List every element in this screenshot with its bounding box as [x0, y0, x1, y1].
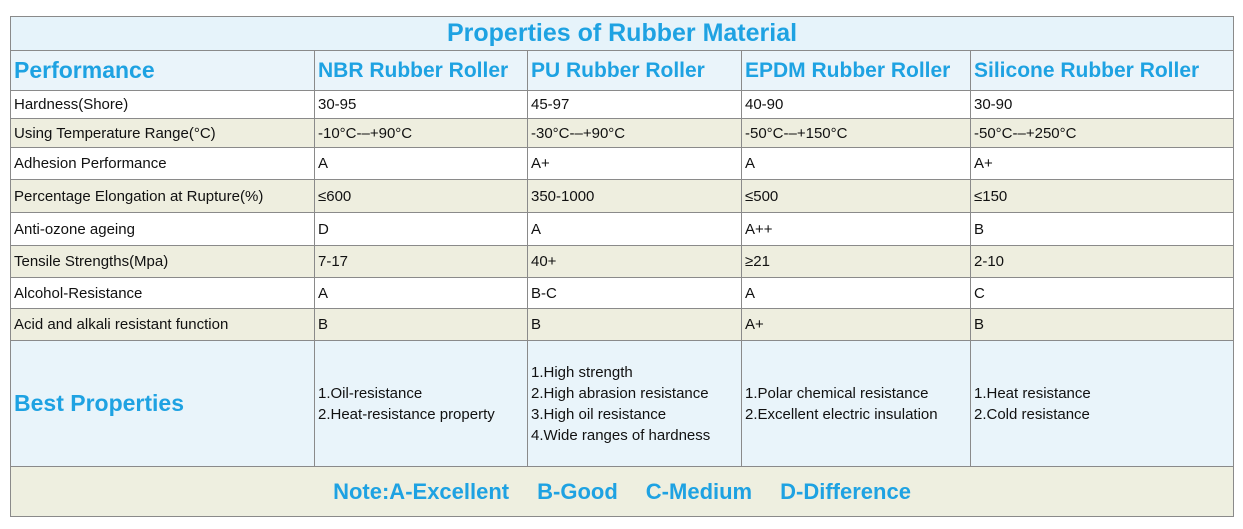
note-item: B-Good	[537, 478, 618, 504]
cell: Hardness(Shore)	[10, 90, 315, 119]
cell: A++	[741, 212, 971, 246]
best-line: 1.Heat resistance	[974, 384, 1091, 402]
note-item: Note:A-Excellent	[333, 478, 510, 504]
data-row: Adhesion Performance A A+ A A+	[10, 147, 1235, 180]
cell: 40-90	[741, 90, 971, 119]
cell: 7-17	[314, 245, 528, 278]
cell: A+	[741, 308, 971, 341]
data-row: Tensile Strengths(Mpa) 7-17 40+ ≥21 2-10	[10, 245, 1235, 278]
best-cell: 1.Oil-resistance 2.Heat-resistance proper…	[314, 340, 528, 467]
cell: -30°C-–+90°C	[527, 118, 742, 148]
cell: 30-90	[969, 90, 1235, 119]
cell: A	[314, 147, 528, 180]
best-line: 1.High strength	[531, 363, 633, 381]
best-cell: 1.Heat resistance 2.Cold resistance	[969, 340, 1235, 467]
note-item: D-Difference	[780, 478, 911, 504]
cell: 45-97	[527, 90, 742, 119]
note-row: Note:A-Excellent B-Good C-Medium D-Differen…	[9, 466, 1235, 517]
data-row: Anti-ozone ageing D A A++ B	[10, 212, 1235, 246]
cell: ≤150	[969, 179, 1235, 213]
cell: A	[527, 212, 742, 246]
header-cell: Silicone Rubber Roller	[969, 50, 1235, 91]
cell: D	[314, 212, 528, 246]
best-cell: 1.High strength 2.High abrasion resistanc…	[527, 340, 742, 467]
cell: ≥21	[741, 245, 971, 278]
cell: B-C	[527, 277, 742, 309]
best-line: 2.Excellent electric insulation	[745, 405, 938, 423]
data-row: Percentage Elongation at Rupture(%) ≤600 3…	[10, 179, 1235, 213]
cell: ≤600	[314, 179, 528, 213]
cell: B	[969, 212, 1235, 246]
table-title: Properties of Rubber Material	[9, 16, 1235, 51]
cell: A	[741, 277, 971, 309]
note-cell: Note:A-Excellent B-Good C-Medium D-Differen…	[9, 466, 1235, 517]
cell: Acid and alkali resistant function	[10, 308, 315, 341]
cell: Adhesion Performance	[10, 147, 315, 180]
cell: 2-10	[969, 245, 1235, 278]
cell: A+	[527, 147, 742, 180]
cell: Using Temperature Range(°C)	[10, 118, 315, 148]
cell: ≤500	[741, 179, 971, 213]
cell: A	[314, 277, 528, 309]
cell: -10°C-–+90°C	[314, 118, 528, 148]
cell: -50°C-–+250°C	[969, 118, 1235, 148]
cell: A+	[969, 147, 1235, 180]
cell: -50°C-–+150°C	[741, 118, 971, 148]
cell: Alcohol-Resistance	[10, 277, 315, 309]
cell: A	[741, 147, 971, 180]
properties-table: Properties of Rubber Material Performanc…	[9, 16, 1235, 517]
best-line: 2.Heat-resistance property	[318, 405, 495, 423]
best-line: 4.Wide ranges of hardness	[531, 426, 711, 444]
cell: B	[527, 308, 742, 341]
note-item: C-Medium	[645, 478, 753, 504]
header-cell: EPDM Rubber Roller	[741, 50, 971, 91]
best-line: 1.Polar chemical resistance	[745, 384, 929, 402]
table-body: Properties of Rubber Material Performanc…	[9, 16, 1235, 517]
best-line: 2.Cold resistance	[974, 405, 1090, 423]
header-cell: PU Rubber Roller	[527, 50, 742, 91]
best-row: Best Properties 1.Oil-resistance 2.Heat-re…	[10, 340, 1235, 467]
best-cell: 1.Polar chemical resistance 2.Excellent e…	[741, 340, 971, 467]
cell: 30-95	[314, 90, 528, 119]
best-line: 1.Oil-resistance	[318, 384, 423, 402]
data-row: Alcohol-Resistance A B-C A C	[10, 277, 1235, 309]
cell: Percentage Elongation at Rupture(%)	[10, 179, 315, 213]
data-row: Acid and alkali resistant function B B A+ B	[10, 308, 1235, 341]
cell: 350-1000	[527, 179, 742, 213]
cell: 40+	[527, 245, 742, 278]
title-row: Properties of Rubber Material	[9, 16, 1235, 51]
best-label: Best Properties	[10, 340, 315, 467]
cell: B	[314, 308, 528, 341]
header-cell: Performance	[10, 50, 315, 91]
cell: C	[969, 277, 1235, 309]
best-line: 2.High abrasion resistance	[531, 384, 709, 402]
cell: Anti-ozone ageing	[10, 212, 315, 246]
best-line: 3.High oil resistance	[531, 405, 667, 423]
cell: Tensile Strengths(Mpa)	[10, 245, 315, 278]
cell: B	[969, 308, 1235, 341]
data-row: Hardness(Shore) 30-95 45-97 40-90 30-90	[10, 90, 1235, 119]
header-cell: NBR Rubber Roller	[314, 50, 528, 91]
header-row: Performance NBR Rubber Roller PU Rubber Ro…	[10, 50, 1235, 91]
data-row: Using Temperature Range(°C) -10°C-–+90°C -…	[10, 118, 1235, 148]
